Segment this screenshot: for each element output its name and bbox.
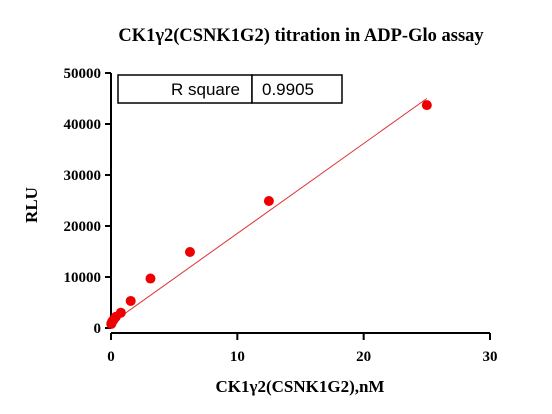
y-tick-label: 20000 [64, 219, 102, 235]
y-axis-label: RLU [22, 187, 41, 223]
x-tick-label: 10 [230, 349, 245, 365]
r-square-table: R square 0.9905 [117, 74, 343, 104]
data-point [145, 273, 156, 284]
x-tick-label: 0 [107, 349, 115, 365]
r-square-label-cell [117, 74, 253, 104]
r-square-label: R square [171, 80, 240, 99]
y-tick-label: 10000 [64, 270, 102, 286]
data-points [106, 100, 432, 329]
y-tick-label: 50000 [64, 66, 102, 82]
data-point [184, 247, 195, 258]
fit-line-group [110, 98, 428, 324]
data-point [263, 196, 274, 207]
plot-area: 0 10000 20000 30000 40000 50000 0 10 20 30 [64, 66, 498, 365]
x-tick-label: 20 [356, 349, 371, 365]
data-point [115, 307, 126, 318]
x-axis-label: CK1γ2(CSNK1G2),nM [216, 377, 385, 396]
x-tick-label: 30 [483, 349, 498, 365]
fit-line [110, 98, 428, 324]
y-tick-label: 30000 [64, 168, 102, 184]
y-ticks: 0 10000 20000 30000 40000 50000 [64, 66, 111, 337]
chart-title: CK1γ2(CSNK1G2) titration in ADP-Glo assa… [118, 26, 484, 46]
data-point [125, 295, 136, 306]
y-tick-label: 0 [94, 321, 102, 337]
y-tick-label: 40000 [64, 117, 102, 133]
x-ticks: 0 10 20 30 [107, 333, 498, 365]
data-point [421, 100, 432, 111]
r-square-value-cell [251, 74, 343, 104]
r-square-value: 0.9905 [262, 80, 314, 99]
